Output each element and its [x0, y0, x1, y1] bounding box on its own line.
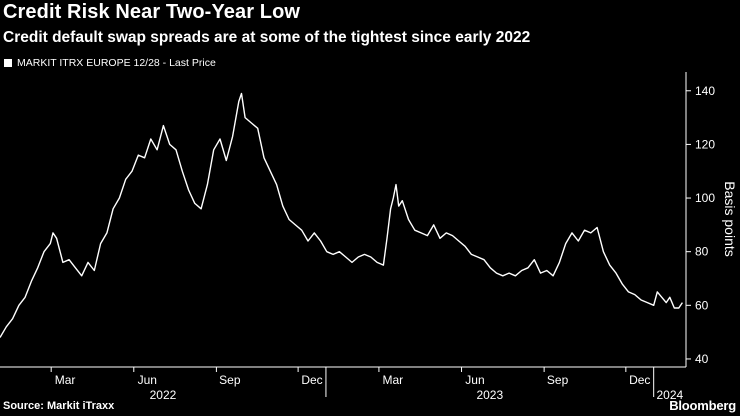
x-tick-label: Jun: [138, 373, 157, 387]
y-tick-label: 60: [695, 298, 709, 312]
series-line: [0, 92, 683, 338]
x-tick-label: Sep: [219, 373, 241, 387]
y-tick-label: 140: [695, 84, 715, 98]
x-year-label: 2022: [150, 388, 177, 402]
x-tick-label: Dec: [301, 373, 322, 387]
x-tick-label: Dec: [629, 373, 650, 387]
legend-swatch: [4, 59, 12, 67]
chart-subtitle: Credit default swap spreads are at some …: [3, 29, 531, 46]
y-tick-label: 40: [695, 352, 709, 366]
y-tick-label: 80: [695, 245, 709, 259]
y-tick-label: 100: [695, 191, 715, 205]
source-note: Source: Markit iTraxx: [3, 400, 115, 412]
y-tick-label: 120: [695, 137, 715, 151]
x-tick-label: Jun: [465, 373, 484, 387]
x-year-label: 2024: [656, 388, 683, 402]
x-tick-label: Mar: [55, 373, 76, 387]
y-axis-title: Basis points: [722, 181, 738, 256]
x-year-label: 2023: [476, 388, 503, 402]
legend: MARKIT ITRX EUROPE 12/28 - Last Price: [4, 57, 216, 69]
x-tick-label: Sep: [547, 373, 569, 387]
legend-label: MARKIT ITRX EUROPE 12/28 - Last Price: [17, 57, 216, 69]
chart-title: Credit Risk Near Two-Year Low: [3, 1, 301, 23]
brand-logo: Bloomberg: [669, 398, 736, 413]
x-tick-label: Mar: [382, 373, 403, 387]
